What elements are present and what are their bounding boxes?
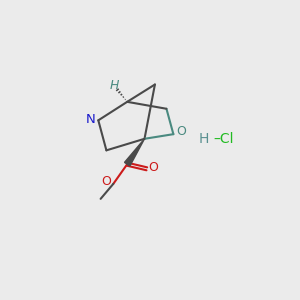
Text: O: O — [148, 161, 158, 174]
Text: H: H — [199, 132, 209, 146]
Polygon shape — [124, 139, 145, 166]
Text: N: N — [86, 113, 96, 126]
Text: H: H — [110, 79, 119, 92]
Text: O: O — [176, 125, 186, 138]
Text: –Cl: –Cl — [214, 132, 234, 146]
Text: O: O — [101, 175, 111, 188]
